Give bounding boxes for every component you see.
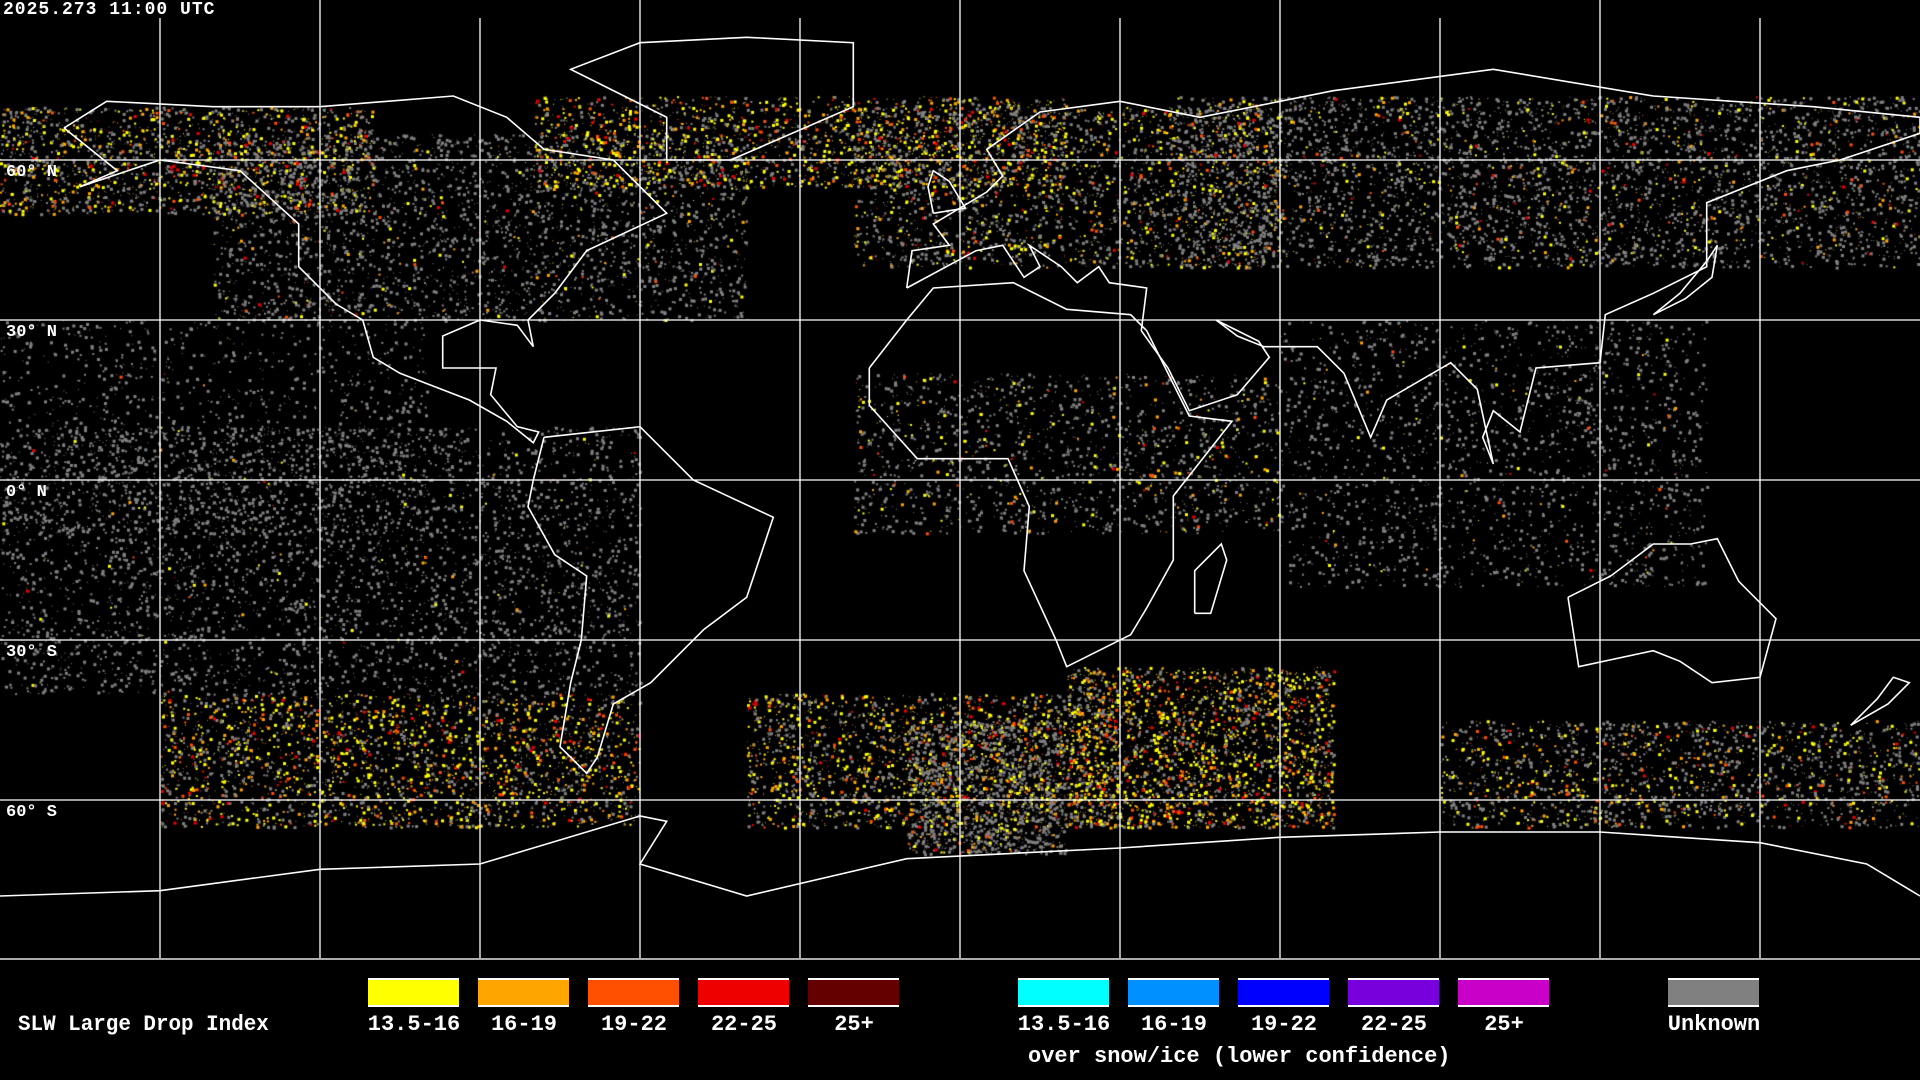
legend-swatch-std-0 (368, 978, 459, 1007)
legend-label-snow-2: 19-22 (1250, 1012, 1317, 1037)
coastline-south-america (527, 425, 775, 775)
legend-label-unknown: Unknown (1667, 1012, 1761, 1037)
legend-divider (0, 958, 1920, 960)
coastline-madagascar (1193, 542, 1228, 615)
lat-label-60n: 60° N (6, 163, 58, 182)
legend-swatch-snow-4 (1458, 978, 1549, 1007)
legend-label-snow-1: 16-19 (1140, 1012, 1207, 1037)
coastline-africa (868, 281, 1234, 668)
coastline-antarctica (0, 815, 1920, 897)
coastline-greenland (568, 36, 855, 161)
legend-label-snow-3: 22-25 (1360, 1012, 1427, 1037)
legend-label-std-1: 16-19 (490, 1012, 557, 1037)
legend-snow-ice-note: over snow/ice (lower confidence) (1028, 1044, 1451, 1069)
legend-swatch-std-4 (808, 978, 899, 1007)
legend-swatch-snow-3 (1348, 978, 1439, 1007)
legend-swatch-snow-2 (1238, 978, 1329, 1007)
coastline-japan (1652, 244, 1719, 316)
legend-swatch-unknown (1668, 978, 1759, 1007)
lat-label-60s: 60° S (6, 803, 58, 822)
legend-label-std-4: 25+ (834, 1012, 874, 1037)
world-map (0, 0, 1920, 960)
legend-swatch-std-3 (698, 978, 789, 1007)
coastlines (0, 36, 1920, 897)
lat-label-30s: 30° S (6, 643, 58, 662)
lat-label-0n: 0° N (6, 483, 47, 502)
coastline-north-america (63, 95, 669, 444)
legend-label-snow-4: 25+ (1484, 1012, 1524, 1037)
coastline-new-zealand (1850, 676, 1911, 726)
legend-label-std-2: 19-22 (600, 1012, 667, 1037)
legend-swatch-snow-1 (1128, 978, 1219, 1007)
coastline-uk (927, 169, 967, 215)
graticule (0, 0, 1920, 960)
lat-label-30n: 30° N (6, 323, 58, 342)
legend-swatch-std-2 (588, 978, 679, 1007)
coastline-eurasia (905, 68, 1920, 465)
legend-label-std-3: 22-25 (710, 1012, 777, 1037)
legend-swatch-std-1 (478, 978, 569, 1007)
legend-label-std-0: 13.5-16 (367, 1012, 461, 1037)
legend-swatch-snow-0 (1018, 978, 1109, 1007)
coastline-australia (1567, 537, 1777, 684)
legend-title: SLW Large Drop Index (18, 1012, 269, 1037)
timestamp: 2025.273 11:00 UTC (3, 0, 216, 20)
legend-label-snow-0: 13.5-16 (1017, 1012, 1111, 1037)
map-overlay (0, 0, 1920, 960)
